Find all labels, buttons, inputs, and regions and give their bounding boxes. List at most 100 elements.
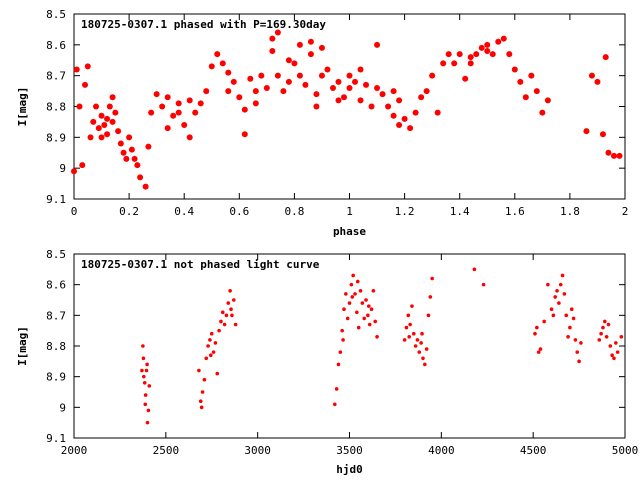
data-point bbox=[146, 408, 151, 413]
data-point bbox=[371, 289, 376, 293]
data-point bbox=[200, 390, 205, 394]
data-point bbox=[143, 402, 148, 407]
y-tick-label: 8.6 bbox=[46, 279, 66, 292]
data-point bbox=[421, 356, 425, 361]
data-point bbox=[336, 362, 341, 367]
data-point bbox=[175, 109, 182, 116]
data-point bbox=[335, 97, 342, 104]
data-point bbox=[489, 51, 496, 58]
data-point bbox=[285, 78, 292, 85]
data-point bbox=[569, 307, 574, 312]
data-point bbox=[396, 122, 403, 128]
data-point bbox=[434, 109, 441, 116]
data-point bbox=[367, 322, 372, 327]
x-tick-label: 1.6 bbox=[505, 205, 525, 218]
data-point bbox=[333, 402, 337, 407]
x-tick-label: 0.6 bbox=[229, 205, 249, 218]
x-tick-label: 0.8 bbox=[284, 205, 304, 218]
data-point bbox=[481, 282, 486, 287]
data-point bbox=[445, 51, 452, 58]
data-point bbox=[280, 88, 287, 95]
data-point bbox=[615, 350, 620, 354]
y-axis-label: I[mag] bbox=[16, 326, 29, 366]
data-point bbox=[604, 335, 609, 339]
data-point bbox=[247, 75, 254, 82]
data-point bbox=[98, 134, 105, 141]
data-point bbox=[208, 338, 212, 342]
data-point bbox=[566, 335, 570, 339]
data-point bbox=[583, 128, 590, 135]
data-point bbox=[197, 100, 204, 107]
data-point bbox=[612, 356, 616, 361]
data-point bbox=[95, 125, 102, 132]
x-tick-label: 3000 bbox=[244, 444, 271, 457]
data-point bbox=[588, 72, 595, 79]
data-point bbox=[285, 57, 292, 64]
y-tick-label: 8.5 bbox=[46, 248, 66, 261]
data-point bbox=[302, 81, 309, 88]
data-point bbox=[396, 97, 403, 104]
x-tick-label: 1.4 bbox=[450, 205, 470, 218]
data-point bbox=[562, 292, 567, 296]
data-point bbox=[291, 60, 298, 67]
data-point bbox=[608, 344, 613, 348]
data-point bbox=[346, 72, 353, 79]
y-tick-label: 9.1 bbox=[46, 193, 66, 206]
data-point bbox=[233, 322, 238, 327]
data-point bbox=[558, 282, 563, 287]
data-point bbox=[252, 100, 259, 107]
data-point bbox=[456, 51, 463, 58]
data-point bbox=[112, 109, 119, 116]
data-point bbox=[424, 347, 429, 351]
data-point bbox=[214, 51, 221, 58]
x-tick-label: 3500 bbox=[336, 444, 363, 457]
data-point bbox=[215, 371, 220, 376]
data-point bbox=[340, 328, 344, 333]
data-point bbox=[602, 319, 607, 324]
data-point bbox=[241, 106, 248, 113]
data-point bbox=[192, 109, 199, 116]
data-point bbox=[318, 44, 325, 51]
unphased-light-curve-panel: 2000 2500 3000 3500 4000 4500 5000 8.5 8.6 8.7 8.8… bbox=[16, 248, 638, 476]
data-point bbox=[610, 353, 614, 358]
data-point bbox=[351, 273, 355, 278]
data-point bbox=[164, 94, 171, 101]
data-point bbox=[357, 97, 364, 104]
data-point bbox=[369, 307, 374, 312]
x-tick-label: 2500 bbox=[153, 444, 180, 457]
data-point bbox=[557, 301, 561, 305]
y-tick-label: 9 bbox=[59, 401, 66, 414]
data-point bbox=[340, 94, 347, 101]
data-point bbox=[467, 60, 474, 67]
x-tick-label: 5000 bbox=[612, 444, 639, 457]
data-point bbox=[553, 295, 558, 299]
data-point bbox=[209, 353, 213, 358]
data-point bbox=[324, 66, 331, 73]
data-point bbox=[346, 85, 353, 91]
y-axis-label: I[mag] bbox=[16, 87, 29, 127]
data-point bbox=[390, 88, 397, 95]
data-point bbox=[413, 344, 418, 348]
data-point bbox=[542, 319, 546, 324]
data-point bbox=[577, 359, 581, 364]
data-point bbox=[186, 134, 193, 141]
data-point bbox=[484, 41, 491, 48]
data-point bbox=[296, 41, 303, 48]
data-point bbox=[203, 88, 210, 95]
data-point bbox=[147, 384, 152, 388]
data-point bbox=[597, 338, 602, 342]
data-point bbox=[87, 134, 94, 141]
data-point bbox=[579, 341, 583, 345]
data-point bbox=[141, 344, 145, 348]
data-point bbox=[610, 152, 617, 159]
data-point bbox=[220, 310, 225, 315]
data-point bbox=[109, 118, 116, 125]
data-point bbox=[134, 162, 141, 169]
data-point bbox=[407, 125, 414, 132]
data-point bbox=[535, 325, 539, 330]
data-point bbox=[217, 328, 221, 333]
data-point bbox=[362, 316, 366, 321]
data-point bbox=[366, 313, 370, 318]
y-tick-label: 8.8 bbox=[46, 101, 66, 114]
data-point bbox=[144, 368, 149, 373]
